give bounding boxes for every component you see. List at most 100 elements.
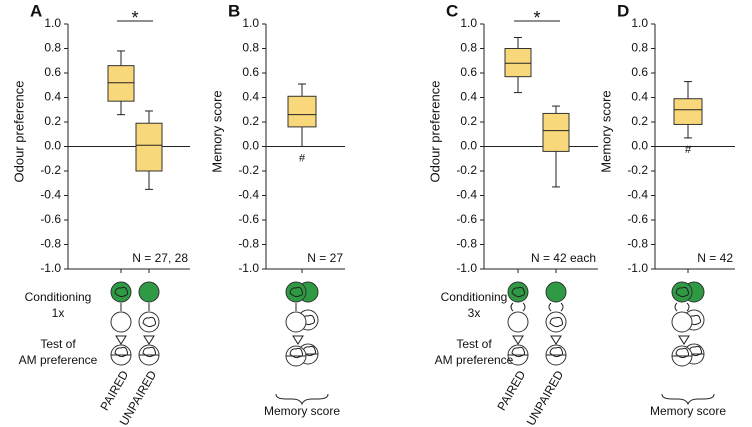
y-axis-label: Odour preference [427, 81, 442, 183]
y-tick-label: -0.4 [238, 188, 259, 202]
protocol-label: 1x [52, 306, 65, 320]
box [542, 112, 570, 152]
y-tick-label: 0.0 [242, 139, 259, 153]
brace [661, 393, 715, 406]
y-tick-label: -1.0 [238, 261, 259, 275]
arrow-icon [512, 335, 524, 345]
y-tick-label: -0.8 [456, 237, 477, 251]
y-tick-label: 0.4 [460, 90, 477, 104]
odour-icon [142, 346, 157, 358]
y-tick-label: 0.6 [631, 65, 648, 79]
brace [275, 393, 329, 406]
y-tick-label: 0.6 [44, 65, 61, 79]
odour-icon [687, 314, 702, 326]
protocol-label: Conditioning [441, 290, 508, 304]
larva-icon [138, 311, 160, 333]
larva-icon-green [138, 281, 160, 303]
y-tick-label: 0.6 [242, 65, 259, 79]
repeat-icon [548, 302, 564, 312]
box [673, 98, 703, 125]
n-label: N = 27, 28 [132, 251, 188, 265]
y-tick-label: 0.0 [460, 139, 477, 153]
odour-icon [549, 316, 564, 328]
box [107, 65, 135, 102]
y-tick-label: 0.8 [631, 41, 648, 55]
n-label: N = 27 [307, 251, 343, 265]
protocol-label: Test of [40, 337, 76, 351]
y-tick-label: -0.2 [238, 163, 259, 177]
protocol-label: 3x [468, 306, 481, 320]
odour-icon [675, 286, 690, 298]
repeat-icon [674, 302, 690, 312]
y-axis-label: Odour preference [11, 81, 26, 183]
odour-icon [289, 286, 304, 298]
larva-icon-green [110, 281, 132, 303]
repeat-icon [510, 302, 526, 312]
odour-icon [114, 286, 129, 298]
odour-icon [114, 346, 129, 358]
larva-icon-green [285, 281, 307, 303]
y-tick-label: 0.8 [44, 41, 61, 55]
protocol-label: Test of [456, 337, 492, 351]
larva-icon-green [671, 281, 693, 303]
panel-letter: C [446, 1, 458, 20]
arrow-icon [292, 335, 304, 345]
y-tick-label: 1.0 [631, 16, 648, 30]
y-tick-label: 1.0 [44, 16, 61, 30]
significance-star: * [533, 8, 540, 28]
y-tick-label: 0.2 [242, 114, 259, 128]
y-tick-label: 0.6 [460, 65, 477, 79]
y-tick-label: -0.4 [40, 188, 61, 202]
arrow-icon [143, 335, 155, 345]
n-label: N = 42 each [531, 251, 596, 265]
box [135, 122, 163, 172]
odour-icon [675, 347, 690, 359]
category-label: UNPAIRED [524, 368, 567, 427]
y-axis-label: Memory score [209, 90, 224, 172]
protocol-label: Conditioning [25, 290, 92, 304]
y-tick-label: 0.0 [631, 139, 648, 153]
larva-icon-green [545, 281, 567, 303]
arrow-icon [550, 335, 562, 345]
y-tick-label: -0.4 [456, 188, 477, 202]
odour-icon [511, 346, 526, 358]
y-tick-label: -0.8 [627, 237, 648, 251]
odour-icon [549, 346, 564, 358]
protocol-label: AM preference [435, 353, 514, 367]
arrow-icon [678, 335, 690, 345]
significance-star: * [131, 8, 138, 28]
larva-icon [671, 311, 693, 333]
y-tick-label: -0.2 [40, 163, 61, 177]
odour-icon [289, 347, 304, 359]
score-label: Memory score [650, 404, 726, 418]
larva-icon [110, 311, 132, 333]
panel-letter: D [617, 1, 629, 20]
y-tick-label: 0.4 [631, 90, 648, 104]
odour-icon [301, 314, 316, 326]
larva-icon [545, 311, 567, 333]
y-tick-label: -0.6 [40, 212, 61, 226]
protocol-label: AM preference [19, 353, 98, 367]
y-tick-label: 0.8 [242, 41, 259, 55]
y-tick-label: -0.8 [238, 237, 259, 251]
larva-icon-green [507, 281, 529, 303]
y-tick-label: -0.2 [456, 163, 477, 177]
y-tick-label: -0.8 [40, 237, 61, 251]
arrow-icon [115, 335, 127, 345]
y-axis-label: Memory score [598, 90, 613, 172]
box [287, 95, 317, 128]
y-tick-label: 0.2 [631, 114, 648, 128]
y-tick-label: 0.0 [44, 139, 61, 153]
y-tick-label: -1.0 [40, 261, 61, 275]
y-tick-label: -0.2 [627, 163, 648, 177]
odour-icon [302, 345, 317, 357]
y-tick-label: 0.2 [460, 114, 477, 128]
y-tick-label: 1.0 [460, 16, 477, 30]
score-label: Memory score [264, 404, 340, 418]
y-tick-label: 0.4 [44, 90, 61, 104]
box [504, 48, 532, 78]
larva-icon [285, 311, 307, 333]
significance-marker: # [299, 152, 306, 164]
y-tick-label: -0.4 [627, 188, 648, 202]
